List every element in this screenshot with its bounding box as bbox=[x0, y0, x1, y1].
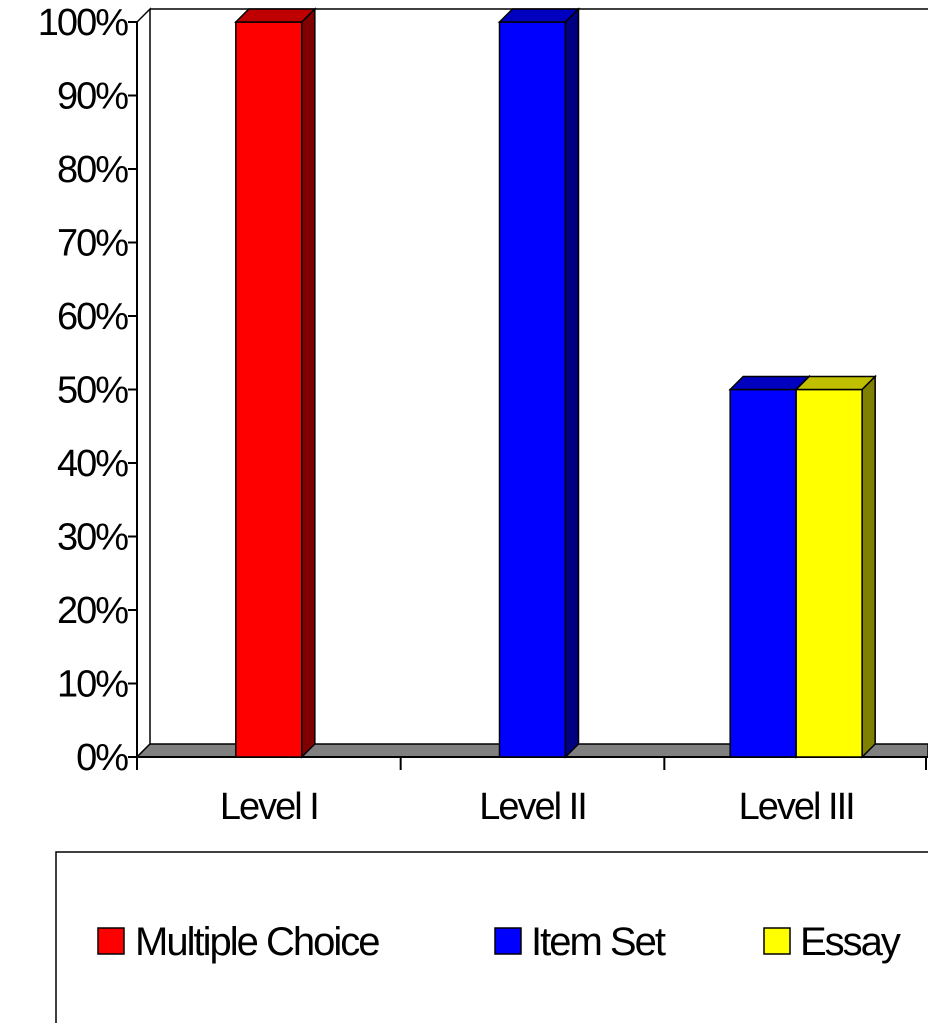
bar-side-face bbox=[301, 7, 316, 759]
bars bbox=[234, 7, 877, 759]
bar-front-face bbox=[795, 388, 863, 758]
y-tick-label: 70% bbox=[57, 223, 128, 265]
legend-item-essay: Essay bbox=[763, 920, 903, 964]
y-axis: 0% 10% 20% 30% 40% 50% 60% 70% 80% 90% 100% bbox=[38, 2, 138, 779]
y-tick-label: 50% bbox=[57, 370, 128, 412]
y-tick-label: 40% bbox=[57, 443, 128, 485]
bar-multiple-choice bbox=[234, 7, 317, 759]
legend-label: Item Set bbox=[531, 920, 666, 964]
bar-side-face bbox=[564, 7, 580, 759]
y-tick-label: 80% bbox=[57, 149, 128, 191]
bar-item-set bbox=[497, 7, 581, 759]
legend-label: Essay bbox=[800, 920, 901, 964]
bar-essay bbox=[794, 374, 877, 759]
x-axis: Level I Level II Level III bbox=[136, 756, 928, 828]
legend-item-item-set: Item Set bbox=[494, 920, 668, 964]
y-tick-label: 20% bbox=[57, 590, 128, 632]
legend-swatch bbox=[97, 927, 125, 955]
y-tick-label: 60% bbox=[57, 296, 128, 338]
x-category-label: Level III bbox=[739, 786, 854, 828]
x-category-label: Level I bbox=[220, 786, 318, 828]
bar-front-face bbox=[498, 21, 567, 758]
legend-label: Multiple Choice bbox=[135, 920, 379, 964]
side-wall bbox=[136, 7, 151, 759]
y-tick-label: 90% bbox=[57, 76, 128, 118]
y-tick-label: 10% bbox=[57, 664, 128, 706]
legend-swatch bbox=[763, 927, 791, 955]
x-category-label: Level II bbox=[479, 786, 586, 828]
bar-front-face bbox=[729, 388, 797, 758]
legend: Multiple Choice Item Set Essay bbox=[55, 851, 928, 1023]
bar-side-face bbox=[861, 374, 876, 759]
bar-front-face bbox=[235, 21, 303, 758]
y-tick-label: 100% bbox=[38, 2, 128, 44]
legend-item-multiple-choice: Multiple Choice bbox=[97, 920, 381, 964]
y-tick-label: 0% bbox=[76, 737, 128, 779]
legend-swatch bbox=[494, 927, 522, 955]
y-tick-label: 30% bbox=[57, 517, 128, 559]
